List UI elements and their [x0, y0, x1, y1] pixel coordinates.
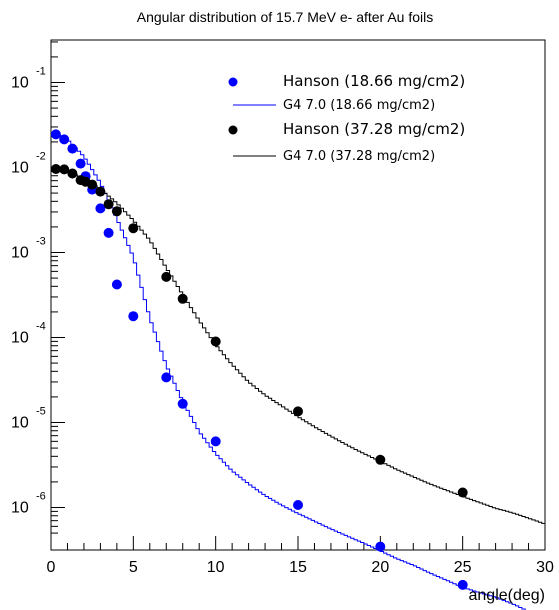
data-point: [128, 223, 139, 234]
x-axis-label: angle(deg): [469, 587, 546, 604]
data-point: [177, 293, 188, 304]
data-point: [375, 541, 386, 552]
data-point: [87, 179, 98, 190]
data-point: [103, 199, 114, 210]
x-tick-label: 25: [454, 559, 472, 576]
x-tick-label: 15: [289, 559, 307, 576]
data-point: [59, 134, 70, 145]
y-tick-label-base: 10: [11, 160, 29, 177]
data-point: [111, 279, 122, 290]
legend-label: Hanson (37.28 mg/cm2): [283, 120, 465, 138]
data-point: [161, 271, 172, 282]
data-point: [128, 311, 139, 322]
y-tick-label-base: 10: [11, 245, 29, 262]
legend-label: G4 7.0 (18.66 mg/cm2): [283, 98, 435, 113]
x-tick-label: 30: [536, 559, 554, 576]
data-point: [210, 336, 221, 347]
y-tick-label-base: 10: [11, 330, 29, 347]
y-tick-label-exponent: -6: [36, 491, 46, 503]
data-point: [67, 168, 78, 179]
chart-title: Angular distribution of 15.7 MeV e- afte…: [137, 9, 434, 25]
legend-marker: [228, 77, 238, 87]
data-point: [95, 186, 106, 197]
data-point: [293, 500, 303, 510]
y-tick-label-exponent: -3: [36, 236, 46, 248]
x-tick-label: 0: [47, 559, 56, 576]
data-point: [375, 454, 386, 465]
x-tick-label: 20: [371, 559, 389, 576]
plot-series: [50, 129, 545, 610]
y-tick-label-exponent: -5: [36, 406, 46, 418]
data-point: [95, 203, 106, 214]
data-point: [177, 398, 188, 409]
data-point: [457, 487, 468, 498]
y-tick-label-exponent: -2: [36, 151, 46, 163]
data-point: [111, 206, 122, 217]
legend-marker: [228, 125, 238, 135]
data-point: [293, 406, 303, 417]
y-tick-label-exponent: -4: [36, 321, 46, 333]
legend: Hanson (18.66 mg/cm2) G4 7.0 (18.66 mg/cm…: [228, 72, 465, 164]
x-tick-label: 10: [207, 559, 225, 576]
data-point: [75, 158, 86, 169]
data-point: [50, 164, 61, 174]
data-point: [103, 227, 114, 238]
legend-label: G4 7.0 (37.28 mg/cm2): [283, 149, 435, 164]
y-axis: 10 -1 10 -2 10 -3 10 -4 10 -5 10 -6: [11, 41, 65, 534]
data-point: [161, 372, 172, 383]
y-tick-label-base: 10: [11, 75, 29, 92]
x-tick-label: 5: [129, 559, 138, 576]
legend-label: Hanson (18.66 mg/cm2): [283, 72, 465, 90]
data-point: [210, 436, 221, 447]
data-point: [50, 129, 61, 140]
y-tick-label-exponent: -1: [36, 66, 46, 78]
data-point: [457, 579, 468, 590]
data-point: [67, 143, 78, 154]
data-point: [59, 164, 70, 175]
y-tick-label-base: 10: [11, 415, 29, 432]
y-tick-label-base: 10: [11, 500, 29, 517]
